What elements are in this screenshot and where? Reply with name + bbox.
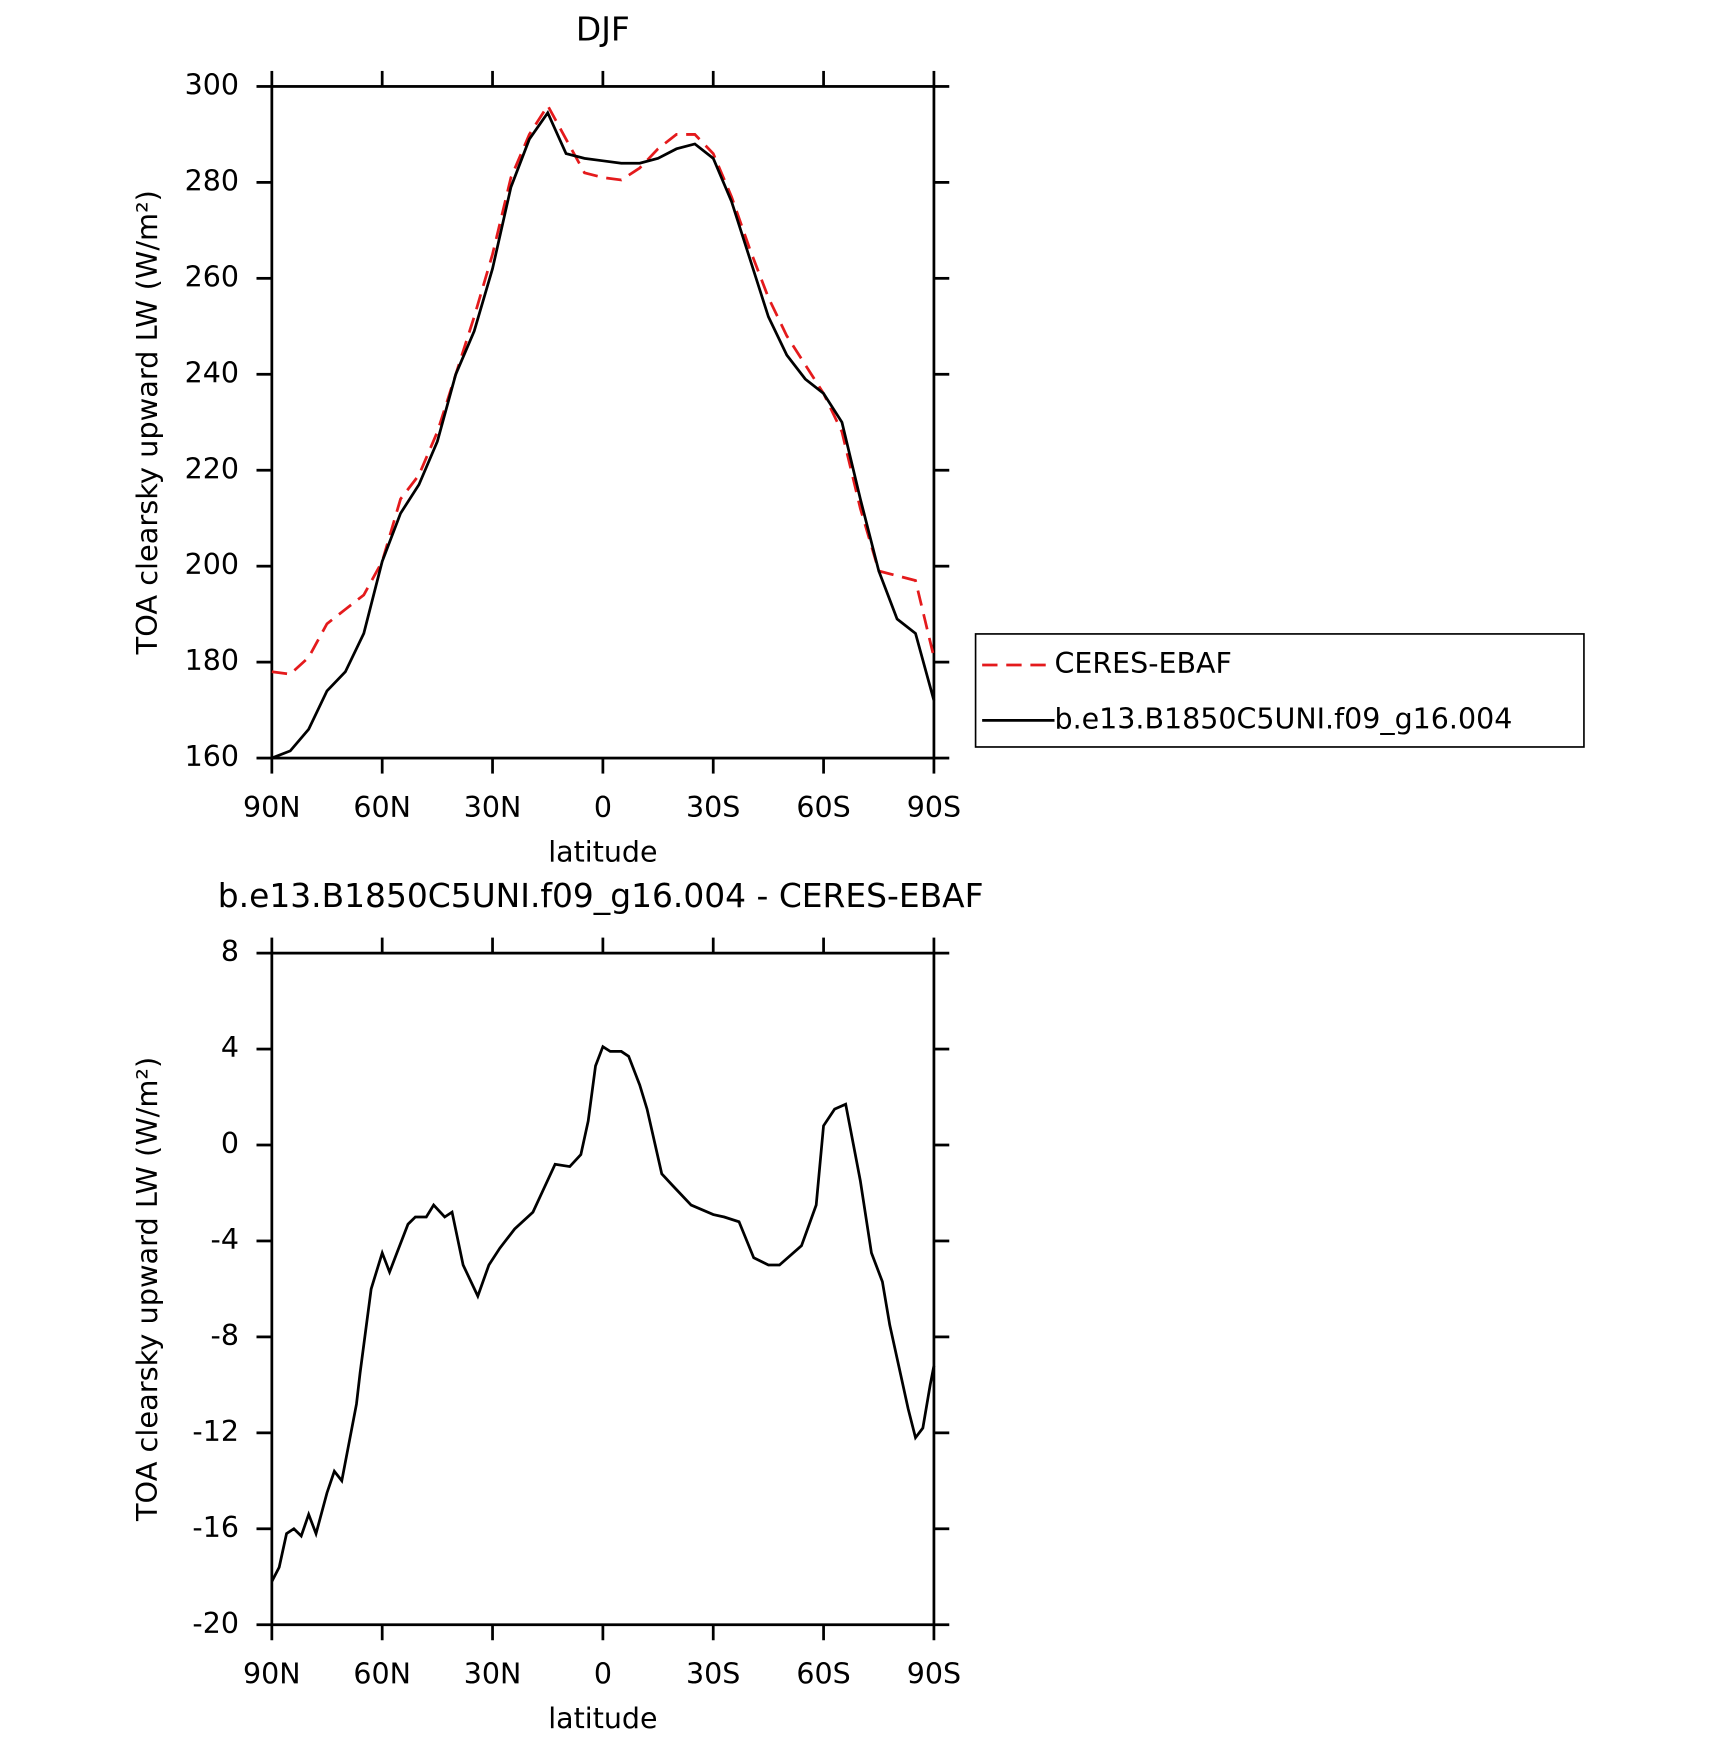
x-tick-label: 90N xyxy=(243,1657,301,1691)
y-tick-label: 160 xyxy=(185,739,239,773)
x-tick-label: 90S xyxy=(907,1657,961,1691)
x-tick-label: 30N xyxy=(464,1657,522,1691)
x-tick-label: 60S xyxy=(796,1657,850,1691)
x-axis-label: latitude xyxy=(548,1701,657,1735)
y-tick-label: -8 xyxy=(211,1318,239,1352)
legend-label: b.e13.B1850C5UNI.f09_g16.004 xyxy=(1055,701,1513,735)
y-axis-label: TOA clearsky upward LW (W/m²) xyxy=(130,1057,164,1522)
y-tick-label: 0 xyxy=(221,1126,239,1160)
x-tick-label: 30S xyxy=(686,1657,740,1691)
chart-title: DJF xyxy=(576,9,630,48)
y-tick-label: 280 xyxy=(185,163,239,197)
y-tick-label: 200 xyxy=(185,547,239,581)
chart-title: b.e13.B1850C5UNI.f09_g16.004 - CERES-EBA… xyxy=(218,876,984,915)
y-tick-label: 4 xyxy=(221,1030,239,1064)
plot-frame xyxy=(270,85,936,760)
y-tick-label: 300 xyxy=(185,67,239,101)
x-tick-label: 60N xyxy=(353,790,411,824)
y-axis-label: TOA clearsky upward LW (W/m²) xyxy=(130,190,164,655)
y-tick-label: 180 xyxy=(185,643,239,677)
y-tick-label: 220 xyxy=(185,451,239,485)
x-tick-label: 60N xyxy=(353,1657,411,1691)
x-tick-label: 60S xyxy=(796,790,850,824)
x-tick-label: 0 xyxy=(594,1657,612,1691)
x-axis-label: latitude xyxy=(548,834,657,868)
series-line xyxy=(270,1044,936,1583)
series-line xyxy=(271,110,936,760)
y-tick-label: -12 xyxy=(192,1414,239,1448)
legend-label: CERES-EBAF xyxy=(1055,646,1232,680)
legend-box xyxy=(974,633,1585,748)
x-tick-label: 90S xyxy=(907,790,961,824)
x-tick-label: 90N xyxy=(243,790,301,824)
y-tick-label: -20 xyxy=(192,1606,239,1640)
x-tick-label: 30S xyxy=(686,790,740,824)
series-line xyxy=(271,102,936,676)
y-tick-label: -16 xyxy=(192,1510,239,1544)
y-tick-label: 260 xyxy=(185,259,239,293)
x-tick-label: 30N xyxy=(464,790,522,824)
y-tick-label: -4 xyxy=(211,1222,239,1256)
y-tick-label: 8 xyxy=(221,934,239,968)
x-tick-label: 0 xyxy=(594,790,612,824)
y-tick-label: 240 xyxy=(185,355,239,389)
